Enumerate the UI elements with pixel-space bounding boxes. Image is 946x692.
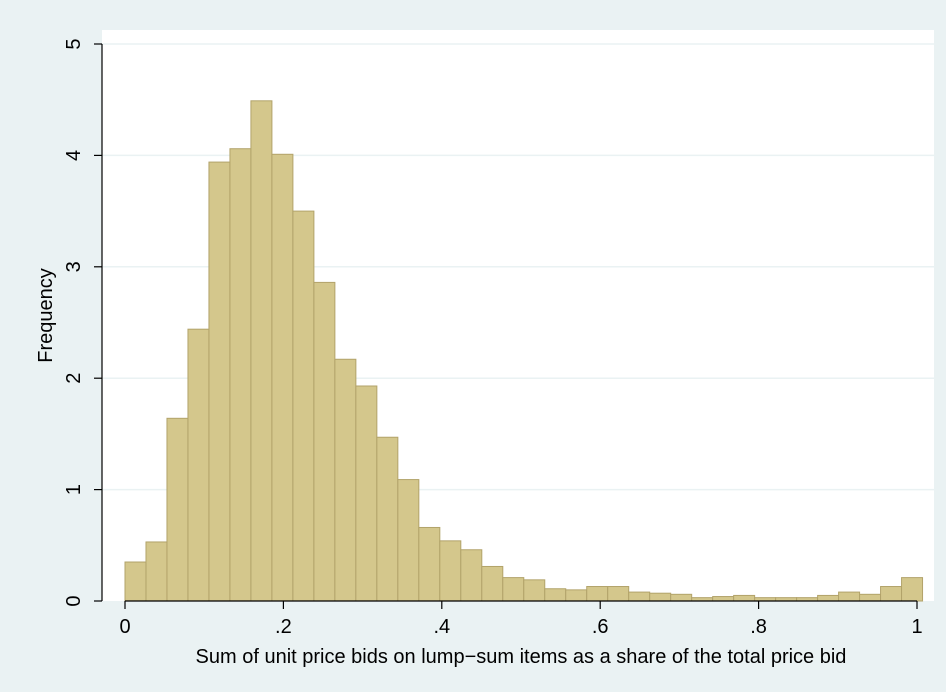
x-tick-label: .4 — [433, 616, 450, 638]
histogram-bar — [250, 100, 273, 602]
histogram-bar — [439, 540, 462, 602]
histogram-bar — [292, 210, 315, 602]
histogram-bar — [397, 479, 420, 602]
histogram-bar — [271, 153, 294, 602]
axes: 0 1 2 3 4 5 0 .2 .4 .6 .8 1 — [63, 38, 923, 638]
histogram-bar — [880, 586, 903, 602]
histogram-bar — [607, 586, 630, 602]
y-tick-label: 0 — [63, 595, 85, 606]
y-tick-label: 4 — [63, 150, 85, 161]
histogram-bar — [355, 385, 378, 602]
y-tick-label: 2 — [63, 373, 85, 384]
histogram-bar — [418, 526, 441, 602]
y-tick-label: 5 — [63, 38, 85, 49]
x-tick-label: .2 — [275, 616, 292, 638]
histogram-bar — [649, 592, 672, 602]
histogram-bar — [733, 594, 756, 602]
histogram-bar — [481, 565, 504, 602]
histogram-bar — [628, 591, 651, 602]
x-tick-label: 0 — [119, 616, 130, 638]
histogram-bar — [124, 561, 147, 602]
histogram-bar — [838, 591, 861, 602]
x-tick-label: .6 — [592, 616, 609, 638]
histogram-bar — [229, 148, 252, 602]
histogram-bar — [712, 596, 735, 602]
histogram-bar — [523, 579, 546, 602]
histogram-bar — [376, 436, 399, 602]
x-tick-label: 1 — [911, 616, 922, 638]
histogram-bar — [565, 589, 588, 602]
histogram-bar — [460, 549, 483, 602]
y-tick-label: 3 — [63, 261, 85, 272]
histogram-bar — [187, 328, 210, 602]
histogram-bar — [817, 594, 840, 602]
histogram-bar — [145, 541, 168, 602]
histogram-bar — [859, 593, 882, 602]
histogram-bar — [544, 588, 567, 602]
histogram-bar — [208, 161, 231, 602]
x-tick-label: .8 — [750, 616, 767, 638]
histogram-bar — [670, 593, 693, 602]
histogram-bar — [586, 586, 609, 602]
y-axis-title: Frequency — [35, 268, 57, 363]
histogram-bar — [313, 281, 336, 602]
y-tick-label: 1 — [63, 484, 85, 495]
histogram-bar — [166, 417, 189, 602]
histogram-bar — [334, 358, 357, 602]
histogram-bar — [502, 577, 525, 602]
x-axis-title: Sum of unit price bids on lump−sum items… — [196, 646, 847, 668]
histogram-bar — [901, 577, 924, 602]
